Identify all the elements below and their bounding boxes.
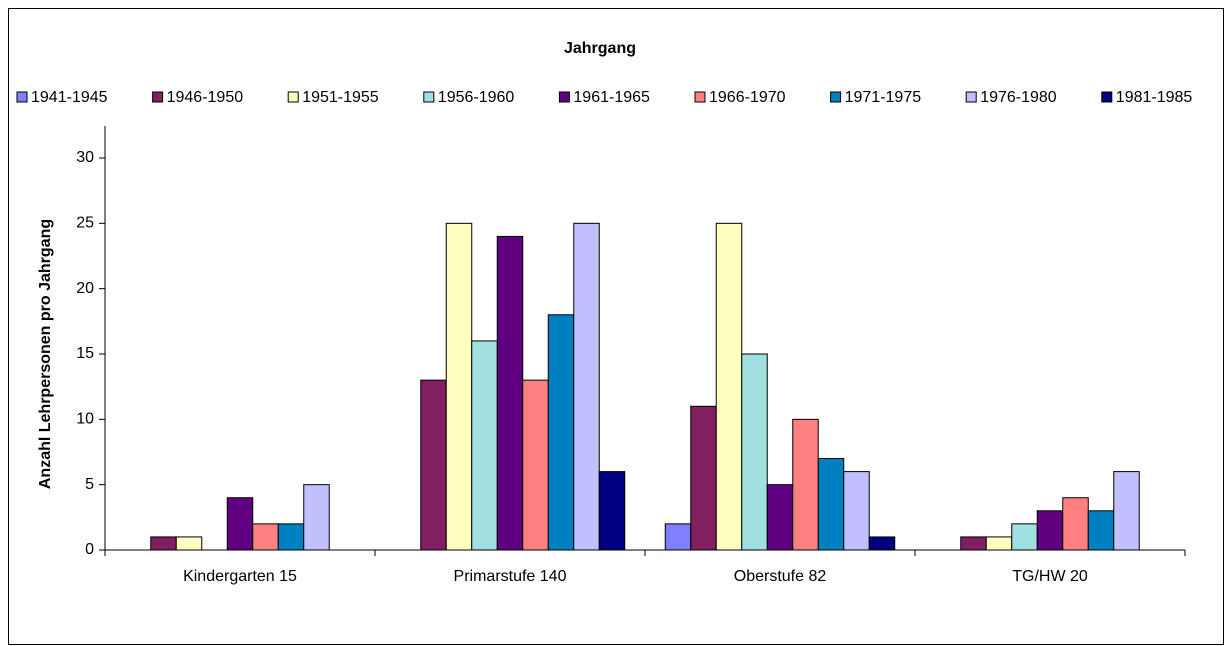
legend-swatch: [558, 91, 570, 103]
bar: [817, 458, 845, 551]
x-tick-label: TG/HW 20: [1012, 568, 1088, 585]
bar: [496, 235, 524, 551]
legend-swatch: [287, 91, 299, 103]
bar: [715, 222, 743, 551]
bar: [843, 471, 870, 551]
bar: [445, 222, 473, 551]
bar: [420, 379, 447, 551]
legend-label: 1946-1950: [167, 89, 244, 106]
legend-label: 1976-1980: [980, 89, 1057, 106]
chart-title: Jahrgang: [564, 40, 636, 57]
legend-label: 1971-1975: [845, 89, 922, 106]
bar: [303, 484, 330, 551]
legend-label: 1956-1960: [438, 89, 515, 106]
legend-swatch: [830, 91, 842, 103]
bar: [985, 536, 1013, 551]
bar: [1113, 471, 1140, 551]
bar: [277, 523, 305, 551]
legend-label: 1961-1965: [573, 89, 650, 106]
y-tick-label: 30: [76, 149, 94, 166]
legend-label: 1941-1945: [31, 89, 108, 106]
y-tick-label: 0: [85, 541, 94, 558]
bar: [960, 536, 987, 551]
bar: [598, 471, 626, 551]
y-tick-label: 25: [76, 215, 94, 232]
bar: [522, 379, 549, 551]
legend-swatch: [152, 91, 164, 103]
bar: [573, 222, 600, 551]
bar: [175, 536, 203, 551]
bar: [1011, 523, 1038, 551]
legend-label: 1966-1970: [709, 89, 786, 106]
bar: [664, 523, 692, 551]
y-tick-label: 20: [76, 280, 94, 297]
legend-swatch: [694, 91, 706, 103]
legend-swatch: [965, 91, 977, 103]
y-tick-label: 15: [76, 345, 94, 362]
x-tick-label: Oberstufe 82: [734, 568, 827, 585]
y-tick-label: 10: [76, 411, 94, 428]
bar: [690, 405, 717, 551]
bar: [252, 523, 279, 551]
legend-swatch: [16, 91, 28, 103]
bar: [150, 536, 177, 551]
bar: [868, 536, 896, 551]
legend-swatch: [1101, 91, 1113, 103]
y-tick-label: 5: [85, 476, 94, 493]
bar: [1036, 510, 1064, 551]
bar: [792, 418, 819, 551]
bar: [1062, 497, 1089, 551]
bar: [741, 353, 768, 551]
x-tick-label: Primarstufe 140: [454, 568, 567, 585]
bar: [766, 484, 794, 551]
bar: [471, 340, 498, 551]
legend-label: 1951-1955: [302, 89, 379, 106]
legend-swatch: [423, 91, 435, 103]
bar: [226, 497, 254, 551]
x-tick-label: Kindergarten 15: [183, 568, 297, 585]
bar: [547, 314, 575, 551]
y-axis-label: Anzahl Lehrpersonen pro Jahrgang: [37, 219, 54, 489]
bar: [1087, 510, 1115, 551]
legend-label: 1981-1985: [1116, 89, 1193, 106]
